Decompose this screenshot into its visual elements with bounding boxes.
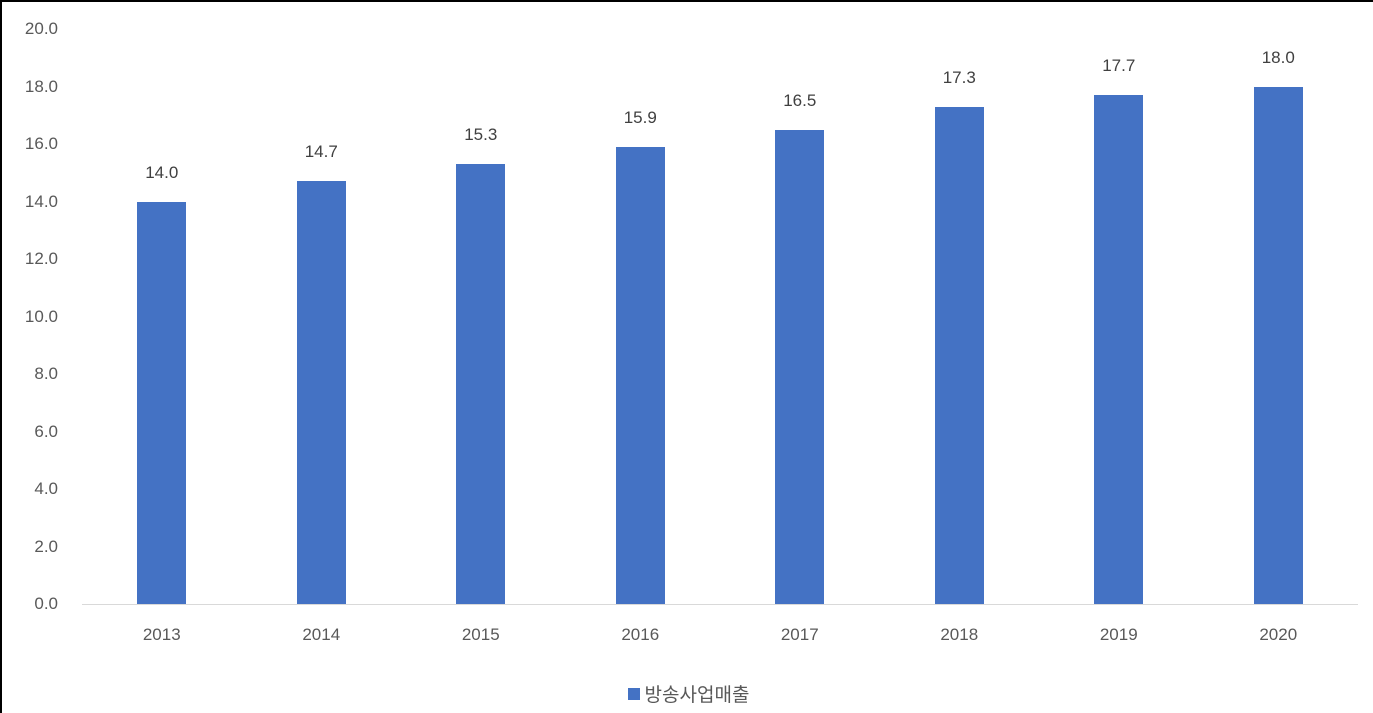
x-tick-label: 2013 (142, 625, 181, 644)
y-tick-label: 4.0 (34, 479, 58, 498)
data-label: 14.0 (145, 162, 179, 182)
y-tick-label: 8.0 (34, 364, 58, 383)
bar-2014 (296, 181, 346, 604)
y-tick-label: 2.0 (34, 536, 58, 556)
x-tick-label: 2020 (1259, 625, 1298, 644)
bar-2017 (775, 129, 825, 604)
bar-2019 (1094, 95, 1144, 604)
y-tick-label: 6.0 (34, 421, 58, 441)
y-tick-label: 0.0 (34, 594, 58, 613)
x-tick-label: 2016 (621, 625, 660, 644)
data-label: 17.3 (942, 67, 976, 87)
y-tick-label: 20.0 (24, 19, 58, 38)
y-tick-label: 18.0 (24, 76, 58, 96)
data-label: 18.0 (1261, 47, 1295, 67)
data-label: 15.3 (464, 125, 498, 145)
x-tick-label: 2015 (461, 625, 500, 644)
x-tick-label: 2018 (940, 625, 979, 644)
y-tick-label: 12.0 (24, 249, 58, 268)
y-tick-label: 10.0 (24, 306, 58, 326)
bar-2013 (137, 201, 187, 604)
legend-label: 방송사업매출 (644, 684, 750, 706)
y-tick-label: 14.0 (24, 191, 58, 211)
x-tick-label: 2019 (1099, 625, 1138, 644)
data-label: 16.5 (783, 90, 817, 110)
bar-2015 (456, 164, 506, 604)
data-label: 15.9 (623, 107, 657, 127)
y-tick-label: 16.0 (24, 134, 58, 153)
legend: 방송사업매출 (2, 680, 1373, 707)
bar-2018 (934, 106, 984, 604)
legend-swatch-icon (627, 687, 640, 700)
data-label: 17.7 (1102, 56, 1136, 76)
x-tick-label: 2017 (780, 625, 819, 644)
data-label: 14.7 (304, 142, 338, 162)
bar-2020 (1253, 86, 1303, 604)
x-tick-label: 2014 (302, 625, 341, 644)
bar-2016 (615, 146, 665, 604)
x-axis-line (82, 604, 1358, 605)
